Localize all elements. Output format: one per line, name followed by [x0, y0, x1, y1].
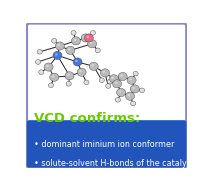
Circle shape: [134, 72, 136, 74]
Text: • solute-solvent H-bonds of the catalyst: • solute-solvent H-bonds of the catalyst: [34, 159, 194, 168]
Circle shape: [118, 72, 127, 81]
Circle shape: [111, 77, 114, 79]
Circle shape: [91, 64, 94, 67]
Circle shape: [52, 39, 57, 43]
Circle shape: [65, 72, 74, 80]
Circle shape: [127, 76, 136, 84]
Circle shape: [100, 69, 109, 77]
Circle shape: [67, 74, 70, 76]
Circle shape: [100, 79, 102, 80]
Circle shape: [131, 101, 136, 106]
Circle shape: [37, 61, 38, 62]
Circle shape: [129, 78, 132, 80]
Circle shape: [120, 74, 123, 77]
Circle shape: [73, 39, 76, 41]
Circle shape: [68, 48, 71, 50]
Circle shape: [55, 53, 58, 56]
Circle shape: [66, 81, 71, 86]
Circle shape: [44, 63, 53, 71]
Circle shape: [99, 78, 104, 82]
Circle shape: [90, 42, 92, 44]
Circle shape: [39, 70, 44, 74]
Circle shape: [141, 89, 142, 91]
Circle shape: [53, 51, 62, 60]
Circle shape: [40, 71, 41, 72]
Circle shape: [140, 88, 145, 93]
FancyBboxPatch shape: [27, 23, 186, 167]
Circle shape: [133, 71, 138, 76]
Circle shape: [83, 36, 86, 38]
Circle shape: [119, 90, 121, 93]
Circle shape: [115, 82, 117, 84]
Circle shape: [109, 75, 118, 83]
Circle shape: [46, 65, 49, 67]
Circle shape: [107, 85, 108, 86]
Circle shape: [50, 73, 59, 81]
Circle shape: [107, 79, 112, 84]
Circle shape: [73, 58, 82, 66]
Circle shape: [95, 48, 100, 53]
Circle shape: [72, 32, 74, 33]
Circle shape: [85, 81, 87, 82]
Circle shape: [108, 80, 110, 82]
Circle shape: [132, 87, 135, 89]
Circle shape: [84, 80, 89, 85]
Circle shape: [88, 40, 97, 48]
Circle shape: [113, 80, 122, 88]
Circle shape: [37, 50, 42, 54]
Circle shape: [75, 60, 78, 62]
Circle shape: [79, 70, 82, 72]
Circle shape: [132, 102, 133, 104]
Circle shape: [130, 85, 139, 93]
Circle shape: [36, 60, 41, 64]
Circle shape: [125, 92, 135, 100]
Circle shape: [84, 34, 93, 42]
Circle shape: [67, 83, 69, 84]
Circle shape: [48, 83, 54, 88]
Circle shape: [92, 32, 93, 33]
Circle shape: [57, 44, 60, 46]
Circle shape: [50, 84, 51, 85]
Circle shape: [115, 98, 120, 102]
Text: VCD confirms:: VCD confirms:: [34, 112, 140, 125]
Circle shape: [96, 49, 98, 50]
Circle shape: [89, 62, 98, 70]
Circle shape: [86, 36, 89, 38]
Circle shape: [90, 31, 95, 35]
Circle shape: [55, 42, 64, 50]
Circle shape: [117, 88, 126, 97]
Circle shape: [103, 71, 105, 73]
Circle shape: [72, 37, 80, 45]
Circle shape: [81, 34, 90, 42]
Circle shape: [52, 75, 54, 77]
Circle shape: [53, 40, 54, 41]
Circle shape: [116, 98, 118, 100]
Circle shape: [66, 46, 75, 54]
Circle shape: [71, 31, 76, 35]
Circle shape: [77, 68, 86, 76]
Circle shape: [38, 50, 40, 52]
Bar: [31, 124, 182, 128]
FancyBboxPatch shape: [27, 120, 186, 167]
Circle shape: [106, 84, 111, 88]
Circle shape: [128, 94, 130, 96]
Text: • dominant iminium ion conformer: • dominant iminium ion conformer: [34, 140, 175, 149]
